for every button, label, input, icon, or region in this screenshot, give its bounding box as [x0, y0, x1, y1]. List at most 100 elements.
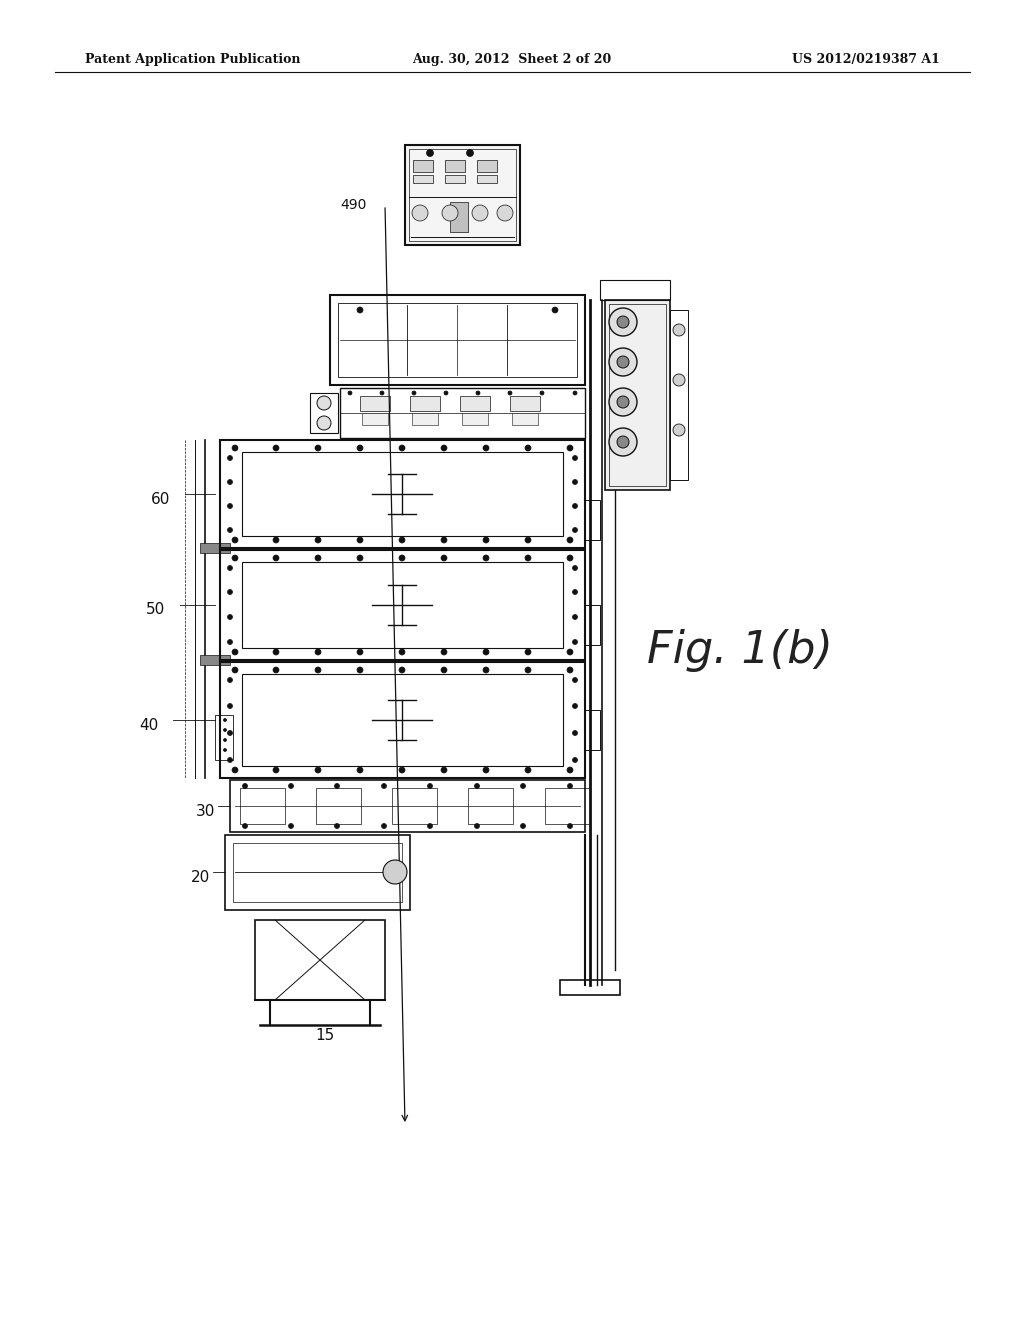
Circle shape — [508, 391, 512, 395]
Bar — [220, 550, 585, 660]
Circle shape — [572, 704, 578, 709]
Circle shape — [227, 615, 232, 619]
Circle shape — [427, 784, 432, 788]
Bar — [512, 413, 538, 425]
Circle shape — [572, 677, 578, 682]
Circle shape — [567, 767, 573, 774]
Bar — [445, 176, 465, 183]
Bar — [360, 396, 390, 411]
Circle shape — [317, 416, 331, 430]
Circle shape — [572, 528, 578, 532]
Circle shape — [567, 667, 573, 673]
Circle shape — [525, 554, 531, 561]
Circle shape — [399, 667, 406, 673]
Circle shape — [227, 503, 232, 508]
Circle shape — [243, 784, 248, 788]
Circle shape — [227, 590, 232, 594]
Circle shape — [673, 323, 685, 337]
Circle shape — [552, 308, 558, 313]
Circle shape — [609, 308, 637, 337]
Circle shape — [483, 767, 489, 774]
Circle shape — [357, 445, 362, 451]
Circle shape — [232, 537, 238, 543]
Text: 20: 20 — [190, 870, 210, 884]
Circle shape — [525, 537, 531, 543]
Circle shape — [617, 356, 629, 368]
Circle shape — [412, 391, 416, 395]
Bar — [230, 780, 585, 832]
Circle shape — [441, 767, 447, 774]
Circle shape — [573, 391, 577, 395]
Bar — [225, 836, 410, 909]
Circle shape — [227, 479, 232, 484]
Circle shape — [567, 649, 573, 655]
Circle shape — [357, 649, 362, 655]
Circle shape — [427, 824, 432, 829]
Circle shape — [227, 758, 232, 763]
Circle shape — [273, 767, 279, 774]
Circle shape — [467, 149, 473, 157]
Circle shape — [525, 649, 531, 655]
Text: Aug. 30, 2012  Sheet 2 of 20: Aug. 30, 2012 Sheet 2 of 20 — [413, 54, 611, 66]
Circle shape — [273, 649, 279, 655]
Circle shape — [273, 445, 279, 451]
Circle shape — [227, 730, 232, 735]
Circle shape — [232, 767, 238, 774]
Bar — [410, 396, 440, 411]
Bar — [316, 788, 361, 824]
Circle shape — [232, 554, 238, 561]
Circle shape — [315, 537, 321, 543]
Bar — [242, 451, 563, 536]
Bar — [450, 202, 468, 232]
Bar — [460, 396, 490, 411]
Circle shape — [483, 667, 489, 673]
Circle shape — [382, 824, 386, 829]
Circle shape — [273, 537, 279, 543]
Bar — [412, 413, 438, 425]
Circle shape — [227, 455, 232, 461]
Circle shape — [609, 388, 637, 416]
Bar — [445, 160, 465, 172]
Circle shape — [227, 704, 232, 709]
Circle shape — [315, 767, 321, 774]
Circle shape — [232, 649, 238, 655]
Bar — [477, 160, 497, 172]
Circle shape — [399, 649, 406, 655]
Circle shape — [335, 824, 340, 829]
Text: US 2012/0219387 A1: US 2012/0219387 A1 — [793, 54, 940, 66]
Bar — [605, 300, 670, 490]
Circle shape — [227, 565, 232, 570]
Circle shape — [273, 554, 279, 561]
Circle shape — [357, 554, 362, 561]
Bar — [233, 843, 402, 902]
Circle shape — [472, 205, 488, 220]
Circle shape — [227, 528, 232, 532]
Circle shape — [483, 649, 489, 655]
Circle shape — [609, 348, 637, 376]
Bar — [585, 500, 600, 540]
Circle shape — [444, 391, 449, 395]
Bar — [362, 413, 388, 425]
Text: 30: 30 — [196, 804, 215, 818]
Circle shape — [289, 784, 294, 788]
Circle shape — [525, 667, 531, 673]
Text: 15: 15 — [315, 1027, 335, 1043]
Bar — [220, 440, 585, 548]
Bar — [310, 393, 338, 433]
Bar — [585, 710, 600, 750]
Circle shape — [572, 730, 578, 735]
Circle shape — [441, 649, 447, 655]
Bar — [406, 145, 520, 246]
Circle shape — [673, 424, 685, 436]
Circle shape — [520, 824, 525, 829]
Circle shape — [232, 667, 238, 673]
Bar — [240, 788, 285, 824]
Circle shape — [540, 391, 544, 395]
Bar — [242, 562, 563, 648]
Text: 490: 490 — [340, 198, 367, 213]
Circle shape — [441, 537, 447, 543]
Bar — [462, 413, 488, 425]
Circle shape — [572, 565, 578, 570]
Circle shape — [567, 824, 572, 829]
Circle shape — [357, 537, 362, 543]
